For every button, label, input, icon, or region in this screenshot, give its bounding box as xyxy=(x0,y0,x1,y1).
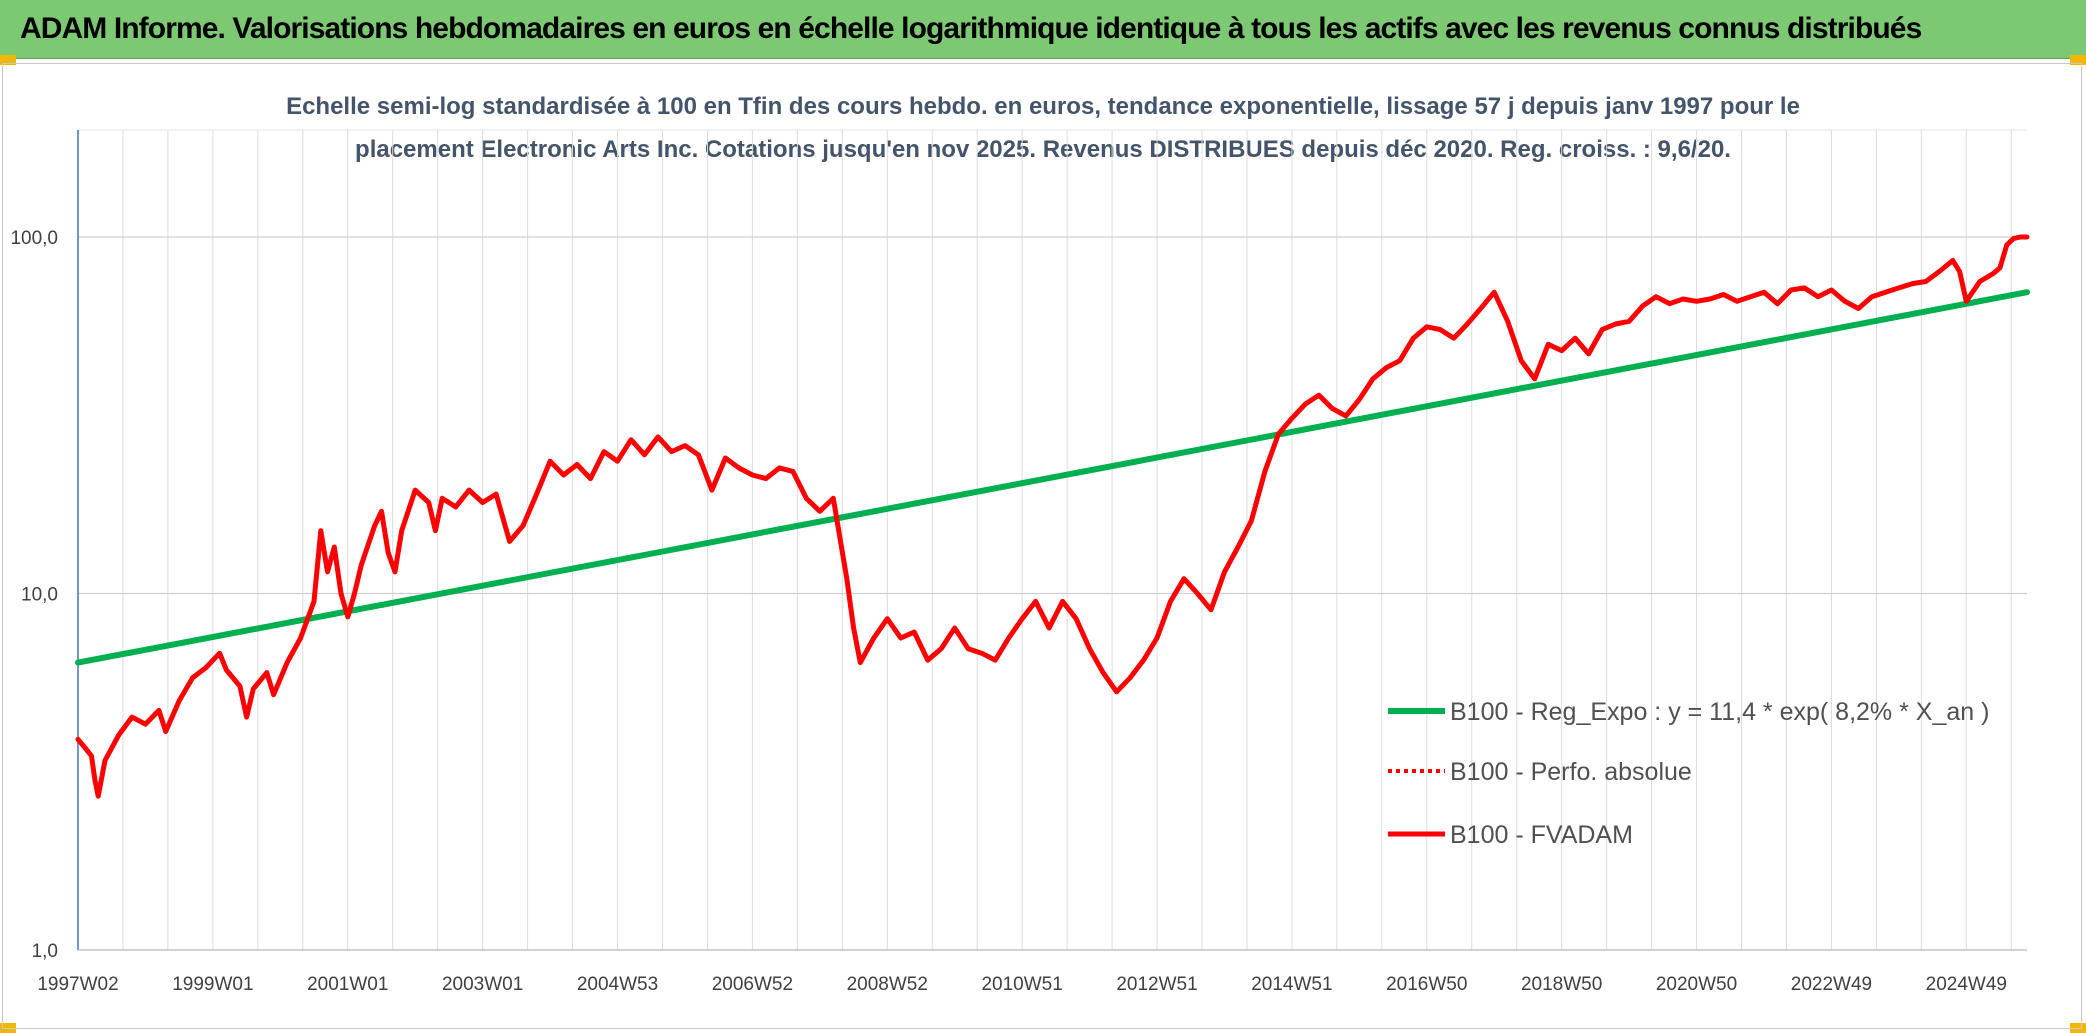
y-tick-label: 100,0 xyxy=(10,228,58,249)
x-tick-label: 2020W50 xyxy=(1656,974,1737,995)
x-tick-label: 2001W01 xyxy=(307,974,388,995)
banner-title: ADAM Informe. Valorisations hebdomadaire… xyxy=(20,12,1922,45)
x-tick-label: 2004W53 xyxy=(577,974,658,995)
corner-marker-top-left xyxy=(0,55,16,65)
x-tick-label: 2006W52 xyxy=(712,974,793,995)
x-tick-label: 2024W49 xyxy=(1926,974,2007,995)
x-tick-label: 2016W50 xyxy=(1386,974,1467,995)
legend-label: B100 - Reg_Expo : y = 11,4 * exp( 8,2% *… xyxy=(1450,698,1989,726)
x-tick-label: 2003W01 xyxy=(442,974,523,995)
x-tick-label: 1999W01 xyxy=(172,974,253,995)
chart-title-line: placement Electronic Arts Inc. Cotations… xyxy=(355,136,1731,163)
series-line-0 xyxy=(75,289,2030,666)
x-tick-label: 2022W49 xyxy=(1791,974,1872,995)
x-tick-label: 2018W50 xyxy=(1521,974,1602,995)
x-tick-label: 2010W51 xyxy=(981,974,1062,995)
x-tick-label: 1997W02 xyxy=(37,974,118,995)
x-tick-label: 2014W51 xyxy=(1251,974,1332,995)
banner: ADAM Informe. Valorisations hebdomadaire… xyxy=(0,0,2086,59)
legend-label: B100 - FVADAM xyxy=(1450,821,1633,849)
x-tick-label: 2012W51 xyxy=(1116,974,1197,995)
chart-title-line: Echelle semi-log standardisée à 100 en T… xyxy=(286,93,1800,120)
legend-label: B100 - Perfo. absolue xyxy=(1450,758,1692,786)
y-tick-label: 1,0 xyxy=(32,941,58,962)
y-tick-label: 10,0 xyxy=(21,585,58,606)
chart-frame xyxy=(2,63,2082,1029)
x-tick-label: 2008W52 xyxy=(847,974,928,995)
series-line-2 xyxy=(75,234,2030,799)
corner-marker-top-right xyxy=(2070,55,2086,65)
